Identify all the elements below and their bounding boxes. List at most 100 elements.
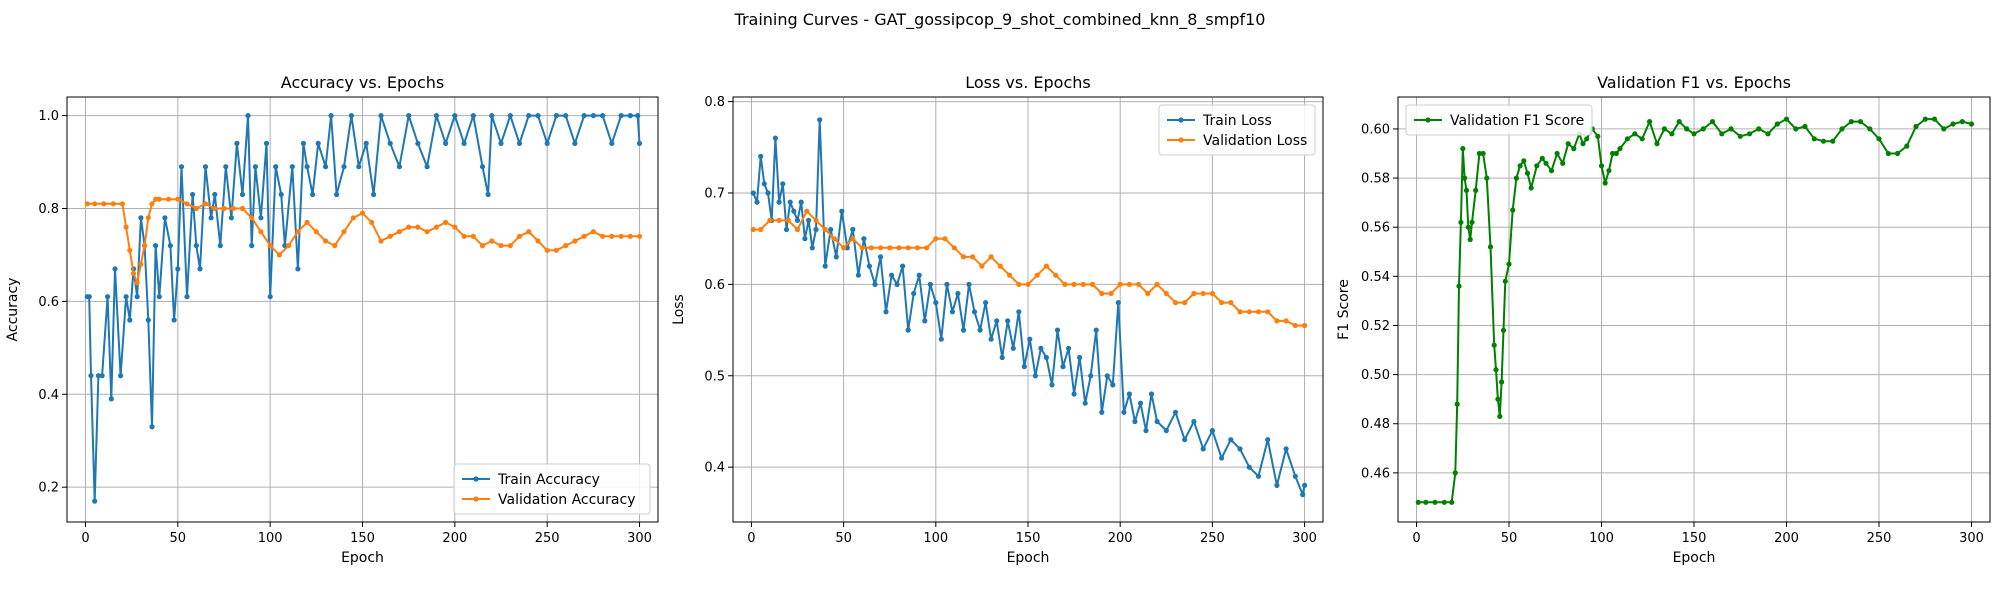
data-point <box>831 236 838 242</box>
data-point <box>1163 290 1169 297</box>
data-point <box>1848 119 1854 125</box>
data-point <box>1265 309 1271 315</box>
data-point <box>977 327 983 333</box>
data-point <box>833 254 839 260</box>
data-point <box>175 266 181 272</box>
data-point <box>1548 168 1555 174</box>
data-point <box>149 424 155 430</box>
data-point <box>1246 464 1252 470</box>
data-point <box>563 113 569 119</box>
data-point <box>470 113 476 119</box>
data-point <box>267 294 273 300</box>
data-point <box>127 247 133 253</box>
legend-swatch-marker <box>473 476 479 482</box>
legend-swatch-marker <box>1178 137 1184 143</box>
data-point <box>371 191 377 198</box>
x-tick-label: 200 <box>442 531 467 546</box>
data-point <box>1136 281 1142 287</box>
data-point <box>988 254 994 260</box>
data-point <box>1876 136 1882 142</box>
data-point <box>997 263 1003 269</box>
data-point <box>134 280 140 286</box>
data-point <box>1154 281 1160 287</box>
data-point <box>217 243 223 249</box>
data-point <box>1654 141 1660 147</box>
data-point <box>600 113 606 119</box>
data-point <box>197 266 203 272</box>
data-point <box>276 252 282 258</box>
data-point <box>95 373 101 379</box>
y-axis-label: Accuracy <box>5 278 21 342</box>
data-point <box>754 199 760 205</box>
data-point <box>1099 290 1105 297</box>
data-point <box>461 140 467 146</box>
data-point <box>1774 121 1780 127</box>
x-tick-label: 150 <box>1016 531 1041 546</box>
data-point <box>489 113 495 119</box>
data-point <box>1080 281 1086 287</box>
data-point <box>1209 428 1215 434</box>
data-point <box>1209 290 1215 297</box>
data-point <box>212 191 218 198</box>
data-point <box>356 164 362 170</box>
data-point <box>988 336 994 342</box>
data-point <box>1454 401 1460 407</box>
x-tick-label: 200 <box>1774 531 1799 546</box>
data-point <box>498 243 504 249</box>
data-point <box>202 201 209 207</box>
data-point <box>239 205 246 212</box>
data-point <box>223 164 229 170</box>
x-tick-label: 0 <box>747 531 755 546</box>
data-point <box>1647 119 1653 125</box>
data-point <box>193 243 199 249</box>
data-point <box>1613 150 1619 157</box>
data-point <box>1060 364 1066 370</box>
data-point <box>563 243 569 249</box>
y-tick-label: 0.5 <box>704 369 725 384</box>
data-point <box>581 113 587 119</box>
data-point <box>1034 272 1040 278</box>
x-tick-label: 50 <box>170 531 187 546</box>
data-point <box>1099 409 1105 415</box>
data-point <box>1071 281 1077 287</box>
data-point <box>949 309 956 315</box>
data-point <box>1497 413 1503 419</box>
data-point <box>1082 400 1088 406</box>
data-point <box>273 164 279 170</box>
data-point <box>470 233 476 239</box>
y-tick-label: 0.6 <box>38 295 59 310</box>
data-point <box>230 205 236 212</box>
data-point <box>387 233 393 239</box>
data-point <box>544 140 550 146</box>
data-point <box>868 245 874 251</box>
plot-frame <box>66 96 659 523</box>
data-point <box>341 229 347 235</box>
data-point <box>443 140 449 146</box>
data-point <box>1941 126 1947 132</box>
x-tick-label: 150 <box>1682 531 1707 546</box>
data-point <box>221 205 227 212</box>
data-point <box>1163 428 1169 434</box>
data-point <box>776 217 782 223</box>
data-point <box>1219 300 1225 306</box>
chart-accuracy: 0 50 100 150 200 250 300 0.2 0.4 0.6 0.8 1.0 Accurac… <box>5 73 659 566</box>
data-point <box>1922 116 1928 122</box>
data-point <box>1456 283 1462 289</box>
data-point <box>145 215 151 221</box>
data-point <box>208 215 214 221</box>
data-point <box>590 113 597 119</box>
data-point <box>334 191 340 198</box>
data-point <box>1746 131 1753 137</box>
data-point <box>798 199 804 205</box>
data-point <box>1602 180 1608 186</box>
data-point <box>979 263 985 269</box>
data-point <box>166 196 172 202</box>
data-point <box>783 226 790 233</box>
data-point <box>130 270 137 277</box>
data-point <box>452 224 458 230</box>
data-point <box>289 164 295 170</box>
data-point <box>112 266 118 272</box>
data-point <box>1054 327 1061 333</box>
data-point <box>1460 146 1466 152</box>
